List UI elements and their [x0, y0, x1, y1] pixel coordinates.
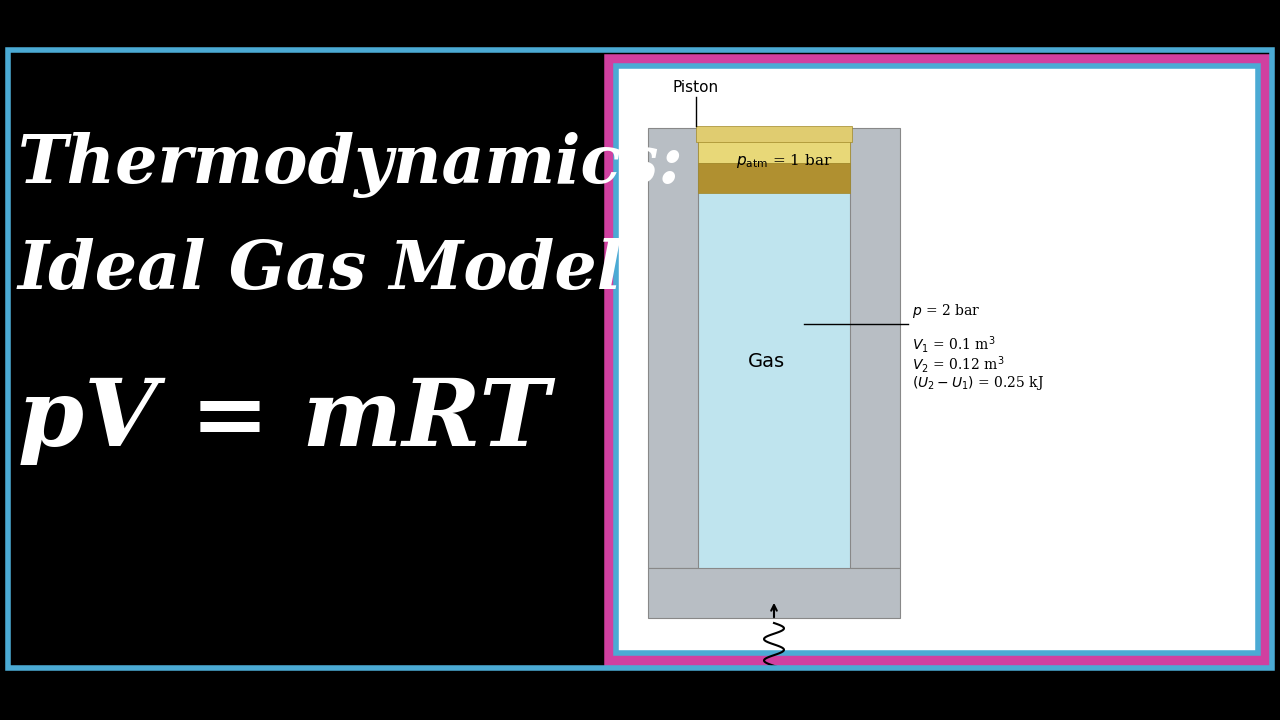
Bar — [698, 193, 850, 568]
Text: $p$ = 2 bar: $p$ = 2 bar — [911, 302, 980, 320]
Bar — [648, 128, 698, 568]
Text: $Q$: $Q$ — [758, 706, 773, 720]
Text: $V_1$ = 0.1 m$^3$: $V_1$ = 0.1 m$^3$ — [911, 334, 996, 355]
Bar — [698, 138, 850, 163]
Bar — [620, 70, 1254, 648]
Bar — [8, 50, 1272, 668]
Text: $(U_2 - U_1)$ = 0.25 kJ: $(U_2 - U_1)$ = 0.25 kJ — [911, 374, 1044, 392]
Bar — [611, 60, 1265, 660]
Text: $p_{\mathrm{atm}}$ = 1 bar: $p_{\mathrm{atm}}$ = 1 bar — [736, 152, 832, 170]
Text: Piston: Piston — [673, 80, 719, 95]
Text: Ideal Gas Model: Ideal Gas Model — [18, 238, 623, 302]
Bar — [698, 163, 850, 193]
Text: Thermodynamics:: Thermodynamics: — [18, 132, 684, 198]
Bar — [850, 128, 900, 568]
Bar — [696, 126, 852, 142]
Text: pV = mRT: pV = mRT — [18, 375, 549, 465]
Bar — [616, 66, 1258, 653]
Bar — [648, 568, 900, 618]
Text: Gas: Gas — [748, 352, 785, 372]
Text: $V_2$ = 0.12 m$^3$: $V_2$ = 0.12 m$^3$ — [911, 354, 1005, 375]
